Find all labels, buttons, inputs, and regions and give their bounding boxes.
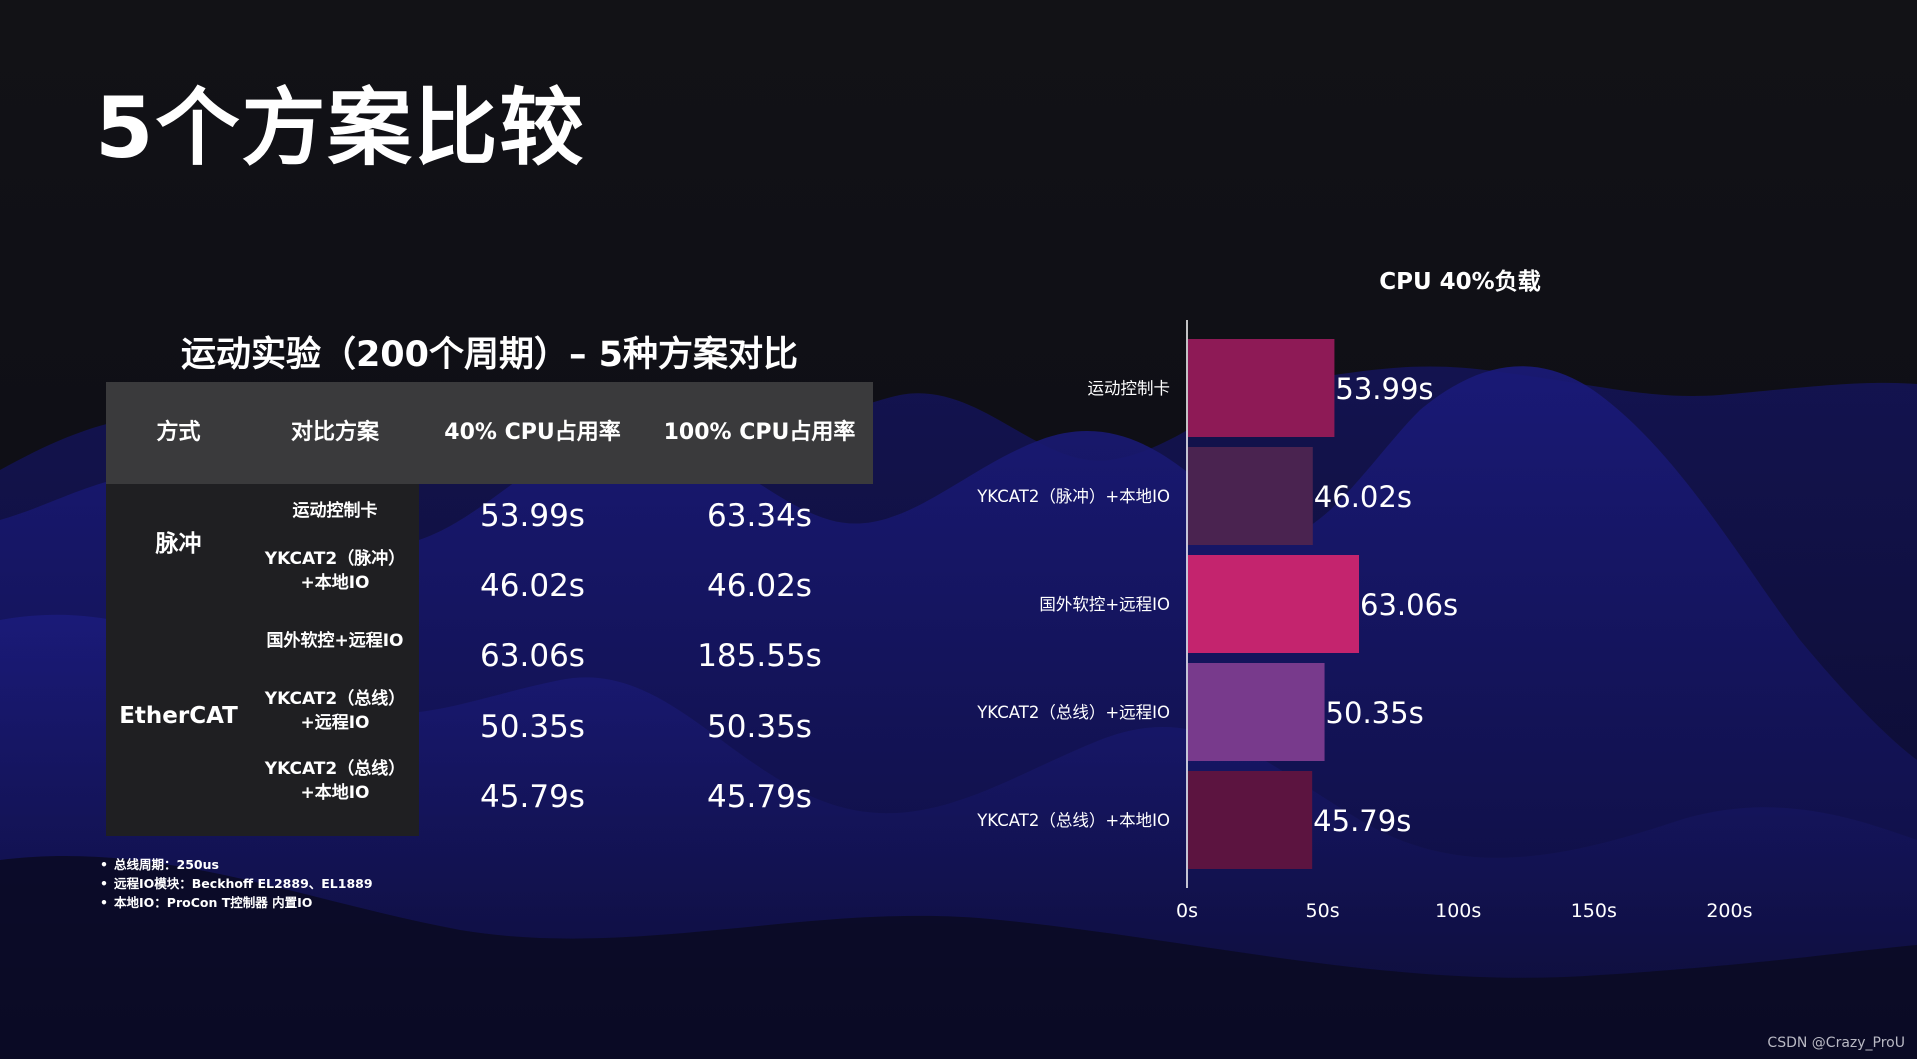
cell-cpu100: 46.02s (707, 568, 812, 604)
cell-cpu40: 63.06s (480, 638, 585, 674)
data-label: 53.99s (1335, 372, 1433, 406)
category-label: YKCAT2（总线）+本地IO (976, 811, 1170, 830)
cell-cpu40: 45.79s (480, 779, 585, 815)
cell-cpu40: 46.02s (480, 568, 585, 604)
bar (1188, 771, 1313, 869)
watermark: CSDN @Crazy_ProU (1767, 1035, 1905, 1051)
category-label: 运动控制卡 (1088, 379, 1171, 398)
cell-cpu40: 50.35s (480, 709, 585, 745)
category-label: YKCAT2（总线）+远程IO (976, 703, 1170, 722)
data-label: 63.06s (1360, 588, 1458, 622)
row-name: 国外软控+远程IO (266, 631, 404, 651)
table-title: 运动实验（200个周期）– 5种方案对比 (180, 335, 799, 375)
page-title: 5个方案比较 (95, 79, 586, 177)
table-notes: 总线周期：250us 远程IO模块：Beckhoff EL2889、EL1889… (100, 855, 373, 912)
header-cpu100: 100% CPU占用率 (663, 420, 856, 445)
x-tick-label: 0s (1176, 900, 1198, 922)
x-tick-label: 200s (1706, 900, 1752, 922)
cell-cpu40: 53.99s (480, 498, 585, 534)
row-name: 运动控制卡 (292, 501, 378, 521)
cell-cpu100: 63.34s (707, 498, 812, 534)
category-label: 国外软控+远程IO (1039, 595, 1170, 614)
bar (1188, 447, 1313, 545)
row-name: YKCAT2（脉冲） +本地IO (264, 549, 406, 593)
header-scheme: 对比方案 (290, 420, 379, 445)
row-name: YKCAT2（总线） +远程IO (264, 689, 406, 733)
chart-title: CPU 40%负载 (1379, 269, 1541, 295)
header-method: 方式 (156, 420, 201, 445)
data-label: 45.79s (1313, 804, 1411, 838)
x-tick-label: 150s (1571, 900, 1617, 922)
x-tick-label: 50s (1306, 900, 1340, 922)
note-item: 总线周期：250us (100, 855, 373, 874)
bar (1188, 555, 1360, 653)
note-item: 远程IO模块：Beckhoff EL2889、EL1889 (100, 874, 373, 893)
bar (1188, 339, 1335, 437)
table-label-column: 脉冲 EtherCAT 运动控制卡 YKCAT2（脉冲） +本地IO 国外软控+… (106, 484, 419, 836)
bar (1188, 663, 1325, 761)
group-label-ethercat: EtherCAT (119, 703, 238, 729)
note-item: 本地IO：ProCon T控制器 内置IO (100, 893, 373, 912)
data-label: 50.35s (1326, 696, 1424, 730)
group-label-pulse: 脉冲 (155, 531, 202, 557)
data-label: 46.02s (1314, 480, 1412, 514)
row-name: YKCAT2（总线） +本地IO (264, 759, 406, 803)
comparison-table: 方式 对比方案 40% CPU占用率 100% CPU占用率 脉冲 EtherC… (106, 382, 873, 836)
table-header-row: 方式 对比方案 40% CPU占用率 100% CPU占用率 (106, 382, 873, 484)
category-label: YKCAT2（脉冲）+本地IO (976, 487, 1170, 506)
cell-cpu100: 45.79s (707, 779, 812, 815)
header-cpu40: 40% CPU占用率 (444, 420, 621, 445)
cell-cpu100: 50.35s (707, 709, 812, 745)
x-tick-label: 100s (1435, 900, 1481, 922)
cell-cpu100: 185.55s (697, 638, 822, 674)
